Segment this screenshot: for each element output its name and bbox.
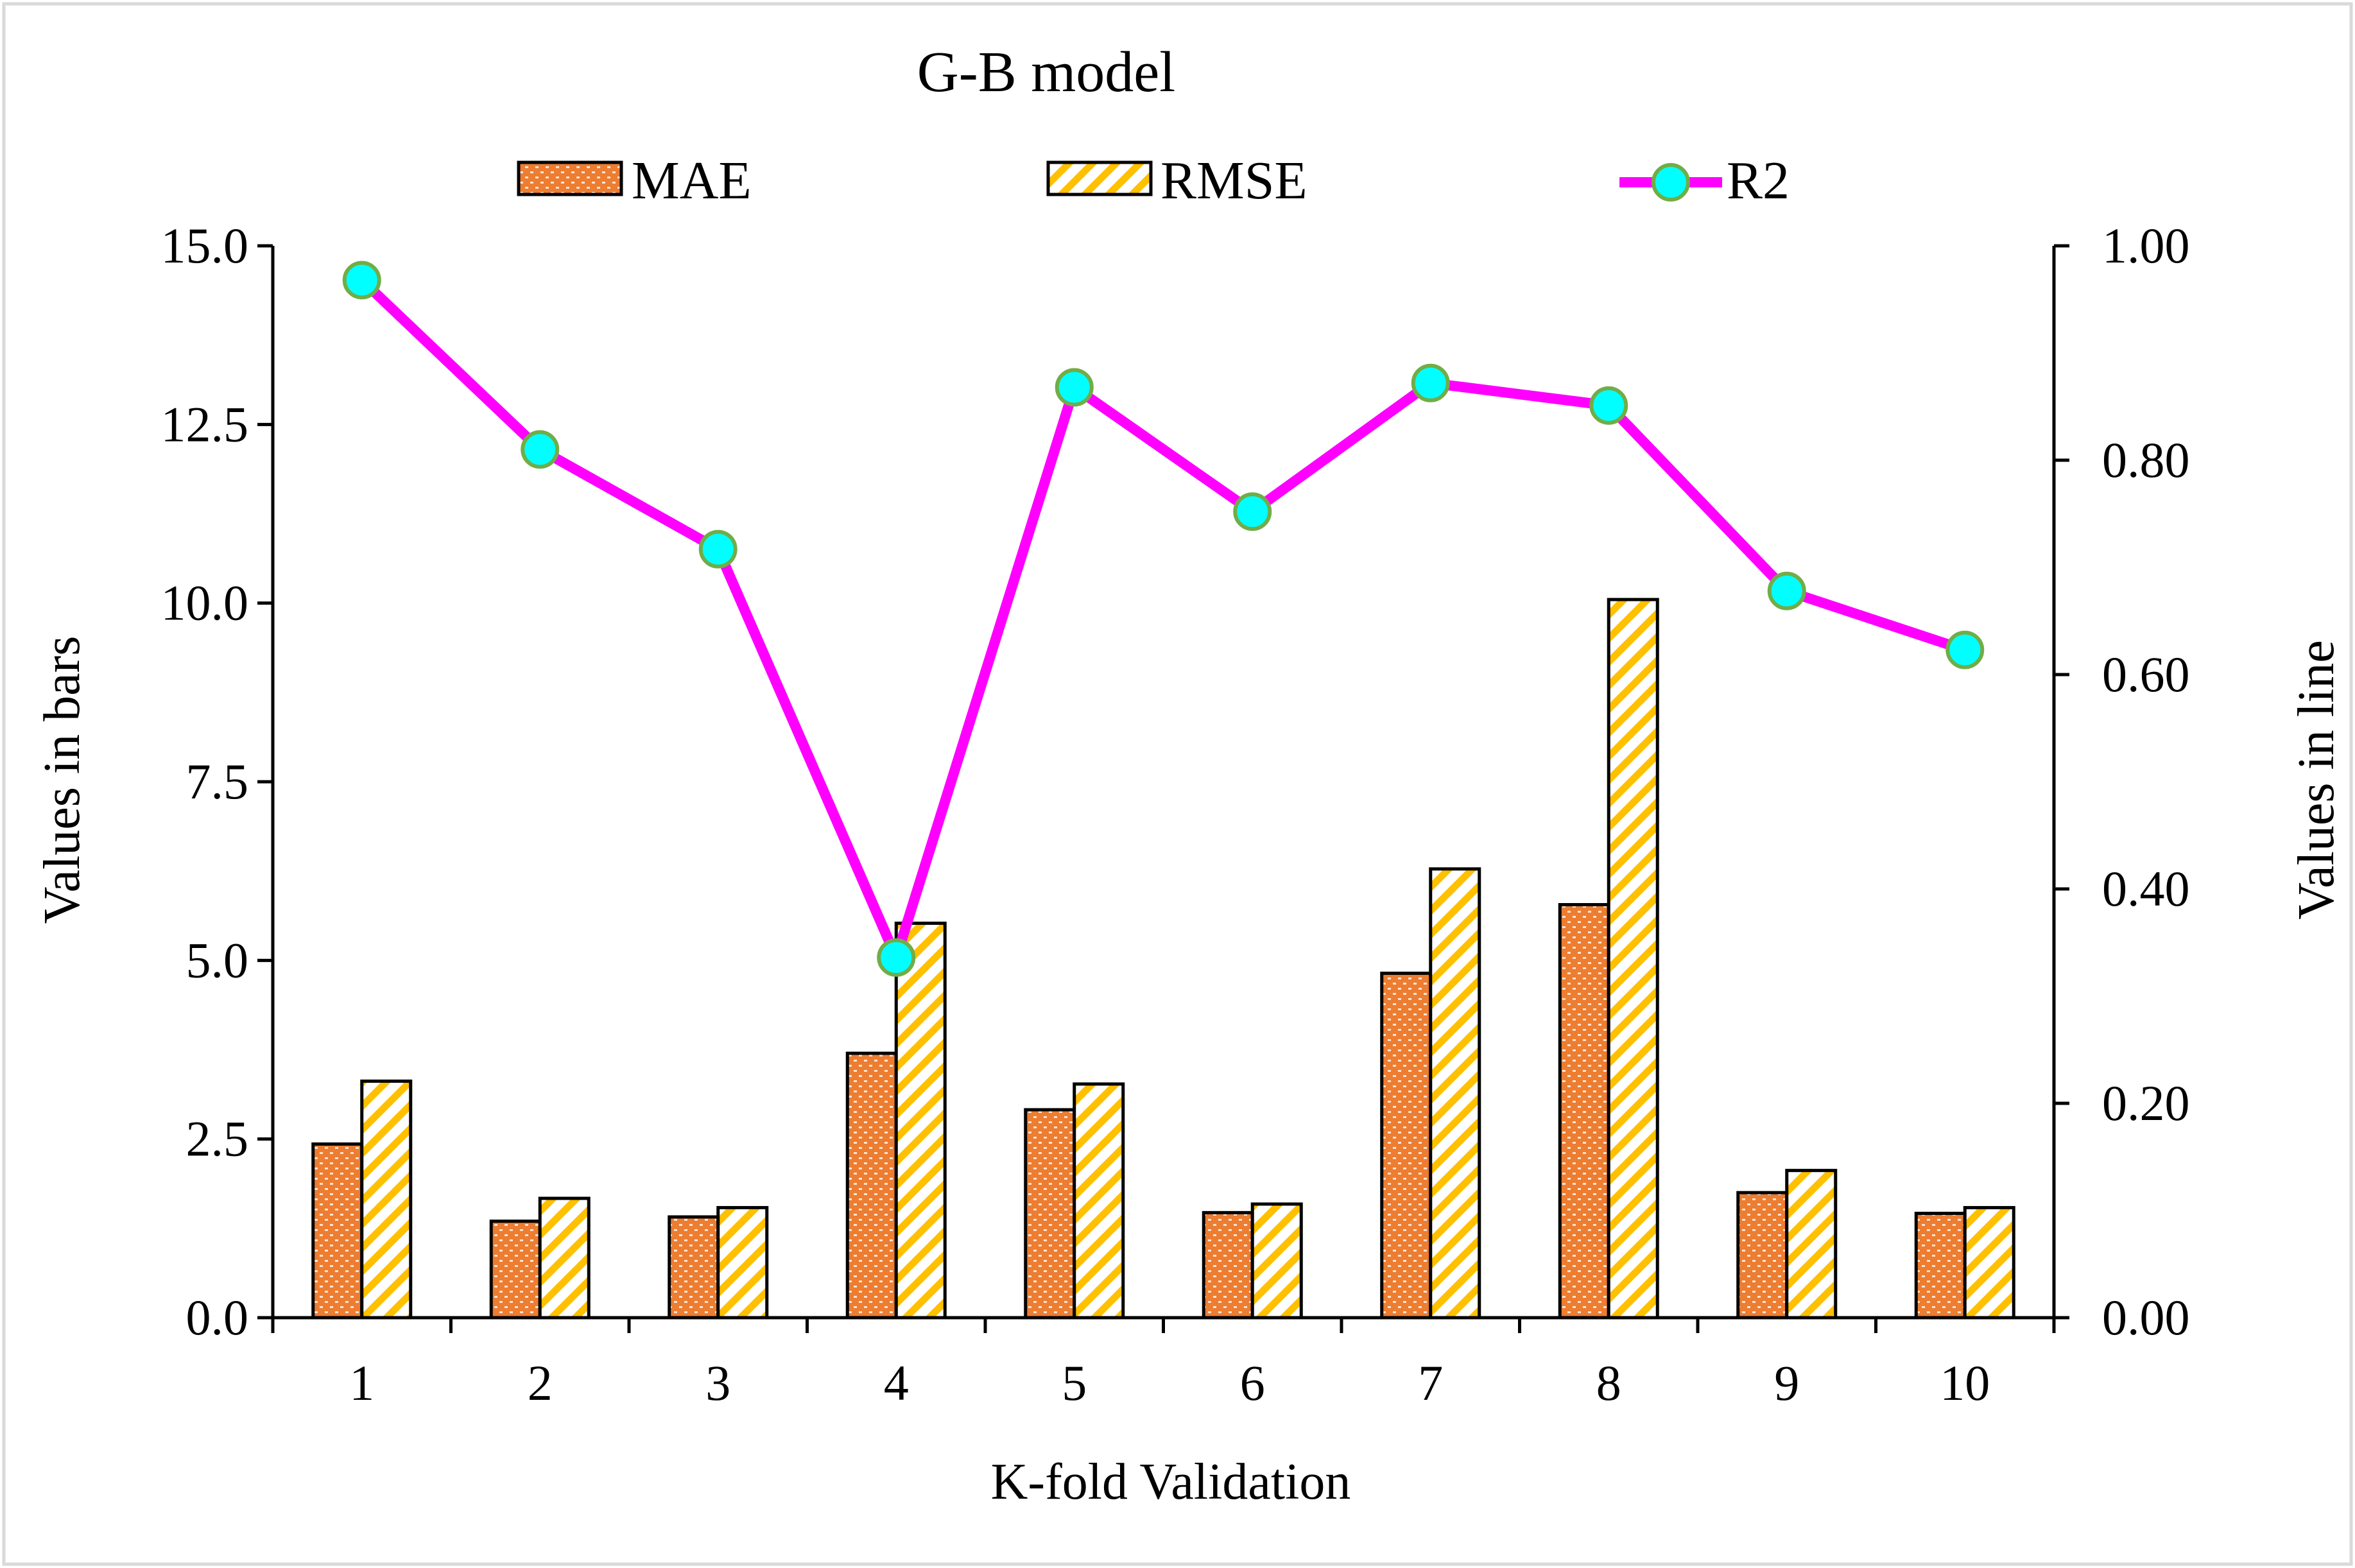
bar-rmse-4 [894, 921, 947, 1320]
bar-mae-1 [311, 1142, 364, 1320]
r2-point-6 [1233, 492, 1272, 531]
bar-rmse-9 [1785, 1169, 1838, 1320]
bar-rmse-2 [538, 1196, 591, 1320]
y2-tick-label: 0.00 [2102, 1289, 2190, 1345]
bar-rmse-3 [716, 1206, 769, 1320]
y-tick-label: 15.0 [161, 218, 249, 273]
r2-point-7 [1411, 363, 1450, 402]
legend-label-rmse: RMSE [1160, 151, 1307, 211]
bar-rmse-8 [1607, 598, 1659, 1320]
y2-tick-label: 0.40 [2102, 861, 2190, 917]
bar-rmse-1 [360, 1079, 413, 1320]
bar-mae-6 [1202, 1210, 1254, 1320]
y-tick-label: 2.5 [186, 1111, 249, 1167]
bar-mae-2 [489, 1219, 542, 1320]
r2-point-2 [521, 430, 560, 469]
y2-tick-label: 0.60 [2102, 646, 2190, 702]
bar-mae-4 [845, 1051, 898, 1320]
r2-line [356, 275, 1971, 963]
x-tick-label: 4 [884, 1355, 909, 1411]
x-tick-label: 1 [349, 1355, 374, 1411]
bar-mae-10 [1914, 1211, 1967, 1320]
bar-mae-7 [1380, 971, 1433, 1320]
r2-point-8 [1589, 386, 1628, 425]
x-tick-label: 10 [1940, 1355, 1990, 1411]
bar-mae-8 [1558, 902, 1610, 1320]
x-tick-label: 8 [1596, 1355, 1621, 1411]
legend-swatch-mae [517, 160, 623, 196]
y-tick-label: 10.0 [161, 575, 249, 631]
bar-mae-5 [1024, 1108, 1076, 1320]
y-tick-label: 7.5 [186, 754, 249, 809]
y2-axis-title: Values in line [2288, 640, 2345, 919]
y2-tick-label: 0.20 [2102, 1075, 2190, 1131]
y-tick-label: 0.0 [186, 1289, 249, 1345]
x-tick-label: 5 [1062, 1355, 1087, 1411]
chart-title: G-B model [917, 40, 1175, 104]
legend-label-mae: MAE [632, 151, 752, 211]
y-axis-title: Values in bars [34, 636, 91, 924]
y-tick-label: 12.5 [161, 396, 249, 452]
r2-point-9 [1767, 571, 1806, 610]
y2-tick-label: 0.80 [2102, 432, 2190, 488]
r2-point-10 [1945, 630, 1985, 669]
legend-swatch-rmse [1046, 160, 1153, 196]
y2-tick-label: 1.00 [2102, 218, 2190, 273]
x-tick-label: 7 [1418, 1355, 1443, 1411]
r2-point-4 [877, 938, 916, 977]
x-tick-label: 2 [528, 1355, 553, 1411]
legend-marker-r2 [1652, 163, 1690, 202]
x-tick-label: 3 [705, 1355, 730, 1411]
x-axis-title: K-fold Validation [991, 1454, 1351, 1510]
bar-rmse-10 [1963, 1206, 2015, 1320]
legend: MAE RMSE R2 [517, 151, 1790, 211]
bar-mae-9 [1736, 1191, 1789, 1320]
r2-point-5 [1055, 368, 1094, 407]
x-tick-label: 9 [1774, 1355, 1799, 1411]
bar-mae-3 [668, 1215, 720, 1320]
bar-rmse-7 [1429, 867, 1481, 1320]
legend-label-r2: R2 [1727, 151, 1790, 211]
plot-area: 0.0 2.5 5.0 7.5 10.0 12.5 15.0 0.00 0.20 0.40 0.60… [161, 218, 2190, 1411]
y-tick-label: 5.0 [186, 932, 249, 988]
bar-rmse-6 [1250, 1202, 1303, 1320]
r2-point-3 [698, 530, 738, 569]
x-tick-label: 6 [1240, 1355, 1265, 1411]
r2-point-1 [342, 261, 381, 300]
bar-rmse-5 [1073, 1082, 1125, 1320]
